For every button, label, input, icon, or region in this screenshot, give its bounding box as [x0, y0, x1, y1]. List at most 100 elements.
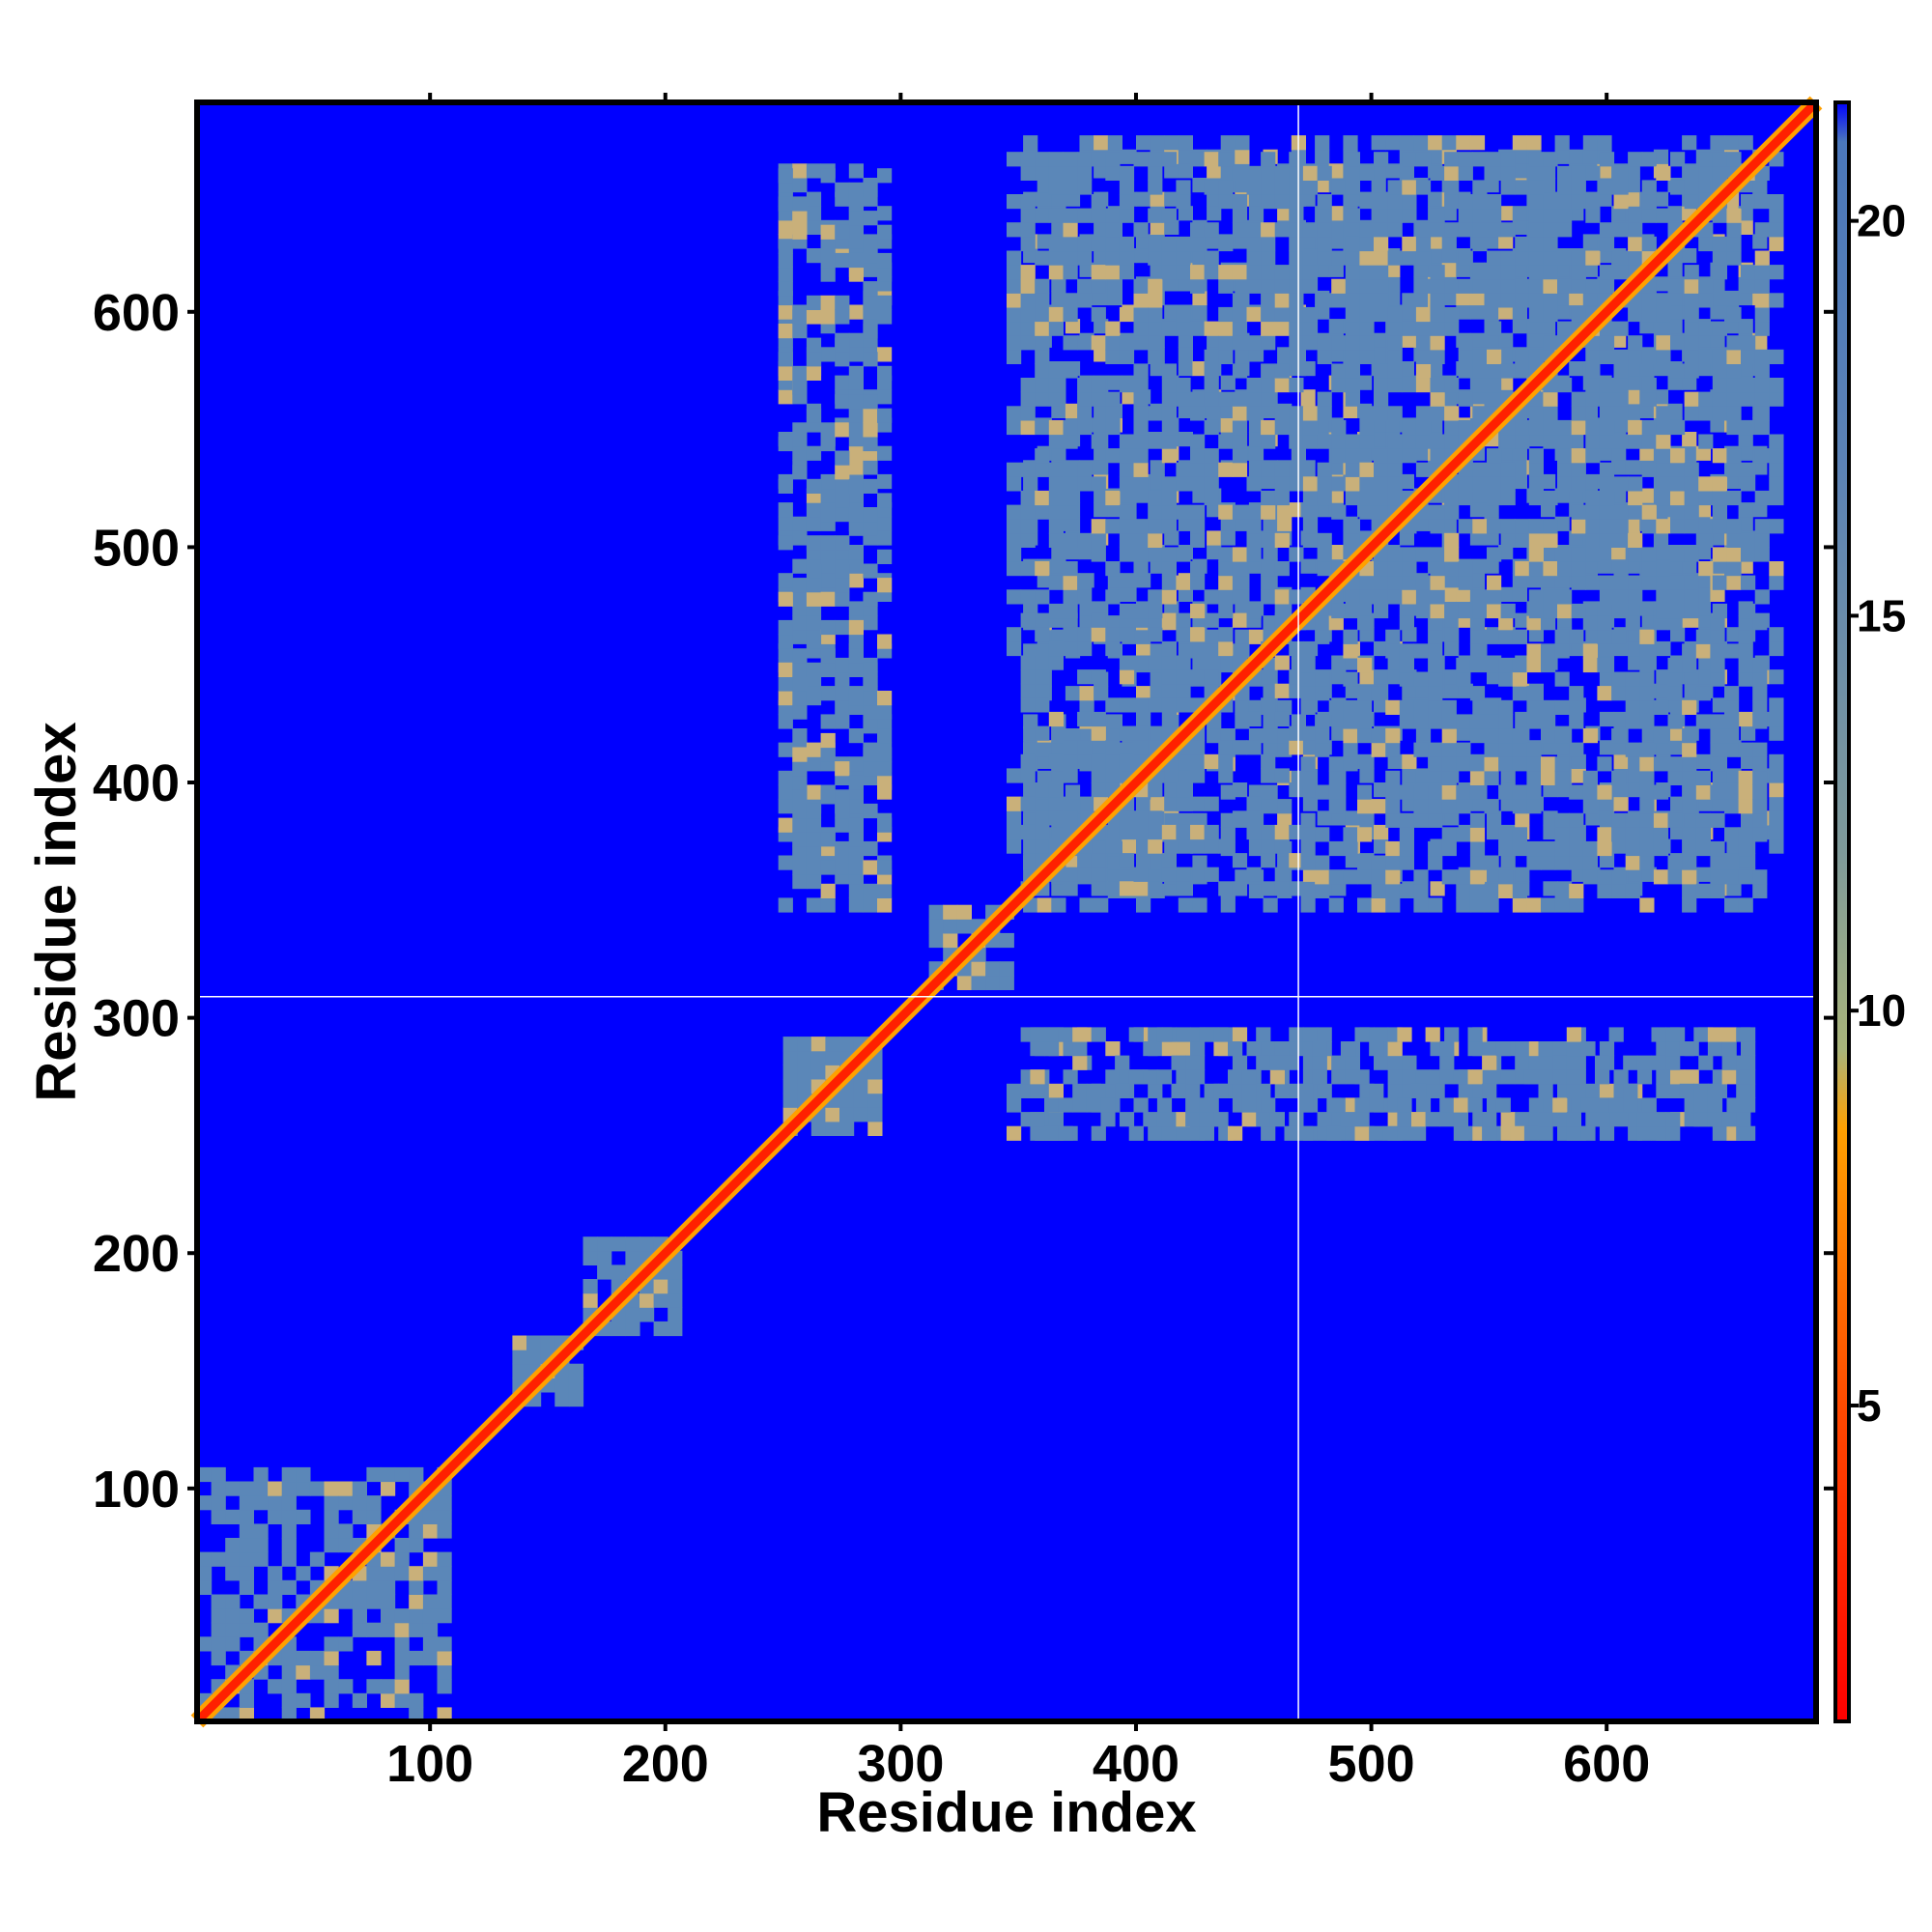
contact-cell — [1500, 265, 1516, 280]
contact-cell — [1371, 347, 1386, 362]
contact-cell — [1079, 615, 1094, 631]
contact-cell — [1402, 753, 1417, 769]
contact-cell — [1472, 222, 1488, 238]
contact-cell — [1430, 589, 1445, 605]
contact-cell — [1721, 1027, 1737, 1042]
contact-cell — [1595, 1069, 1610, 1085]
contact-cell — [1430, 561, 1445, 577]
contact-cell — [1122, 389, 1137, 405]
contact-cell — [1656, 1083, 1671, 1098]
contact-cell — [1161, 490, 1177, 506]
contact-cell — [1204, 476, 1219, 492]
contact-cell — [1557, 419, 1573, 436]
contact-cell — [1444, 321, 1460, 336]
contact-cell — [1079, 897, 1094, 913]
contact-cell — [1178, 361, 1193, 377]
contact-cell — [1636, 1112, 1653, 1127]
contact-cell — [1665, 1112, 1681, 1127]
contact-cell — [806, 832, 822, 847]
contact-cell — [1218, 547, 1234, 562]
contact-cell — [1357, 855, 1373, 870]
contact-cell — [1035, 697, 1050, 713]
contact-cell — [1498, 234, 1514, 249]
contact-cell — [1528, 293, 1544, 308]
contact-cell — [1552, 1069, 1568, 1085]
contact-cell — [394, 1466, 410, 1483]
contact-cell — [1557, 222, 1573, 238]
contact-cell — [1667, 262, 1683, 277]
contact-cell — [1105, 1041, 1121, 1057]
contact-cell — [792, 629, 808, 644]
contact-cell — [863, 860, 878, 875]
contact-cell — [1164, 881, 1179, 896]
contact-cell — [1107, 573, 1122, 588]
contact-cell — [1218, 603, 1234, 619]
contact-cell — [1543, 603, 1558, 619]
contact-cell — [1458, 363, 1473, 379]
contact-cell — [1161, 612, 1177, 628]
contact-cell — [582, 1236, 598, 1252]
contact-cell — [1684, 335, 1699, 351]
contact-cell — [1510, 1125, 1525, 1141]
contact-cell — [1048, 152, 1064, 167]
contact-cell — [1656, 335, 1671, 351]
contact-cell — [1094, 163, 1109, 179]
contact-cell — [1359, 306, 1375, 323]
contact-cell — [1487, 222, 1502, 238]
contact-cell — [1769, 753, 1784, 769]
contact-cell — [366, 1679, 382, 1694]
contact-cell — [1079, 262, 1094, 277]
contact-cell — [1119, 236, 1135, 252]
contact-cell — [1543, 152, 1558, 167]
contact-cell — [778, 634, 793, 649]
contact-cell — [1469, 573, 1486, 588]
contact-cell — [1261, 561, 1276, 577]
contact-cell — [1048, 363, 1064, 379]
contact-cell — [1557, 208, 1573, 223]
contact-cell — [1557, 740, 1573, 755]
contact-cell — [1582, 135, 1598, 151]
contact-cell — [211, 1495, 226, 1511]
contact-cell — [1044, 1097, 1060, 1113]
contact-cell — [1274, 165, 1290, 181]
contact-cell — [1387, 434, 1403, 449]
contact-cell — [1585, 448, 1601, 464]
contact-cell — [381, 1608, 396, 1624]
contact-cell — [1164, 163, 1179, 179]
contact-cell — [1263, 686, 1278, 701]
contact-cell — [1178, 149, 1193, 164]
contact-cell — [1190, 152, 1206, 167]
contact-cell — [1133, 603, 1149, 619]
contact-cell — [1639, 657, 1655, 673]
contact-cell — [253, 1622, 269, 1637]
contact-cell — [1020, 532, 1036, 548]
contact-cell — [1213, 1041, 1229, 1057]
contact-cell — [835, 714, 850, 729]
contact-cell — [1566, 1069, 1581, 1085]
contact-cell — [338, 1481, 354, 1496]
contact-cell — [1585, 250, 1601, 266]
contact-cell — [1119, 603, 1135, 619]
contact-cell — [1769, 725, 1784, 741]
contact-cell — [1639, 714, 1655, 729]
contact-cell — [1289, 1112, 1304, 1127]
contact-cell — [1178, 347, 1193, 362]
contact-cell — [1541, 643, 1556, 659]
contact-cell — [1585, 349, 1601, 364]
contact-cell — [1371, 417, 1386, 433]
contact-cell — [820, 549, 836, 564]
contact-cell — [197, 1566, 213, 1581]
contact-cell — [1641, 293, 1657, 308]
contact-cell — [1487, 867, 1502, 882]
x-tick-label: 600 — [1563, 1735, 1650, 1793]
contact-cell — [381, 1551, 396, 1567]
contact-cell — [810, 1121, 826, 1136]
contact-cell — [1710, 332, 1725, 348]
contact-cell — [1628, 589, 1643, 605]
contact-cell — [1597, 657, 1612, 673]
contact-cell — [792, 803, 808, 819]
contact-cell — [1248, 784, 1264, 800]
contact-cell — [1726, 547, 1742, 562]
contact-cell — [1105, 250, 1121, 266]
contact-cell — [778, 619, 793, 636]
